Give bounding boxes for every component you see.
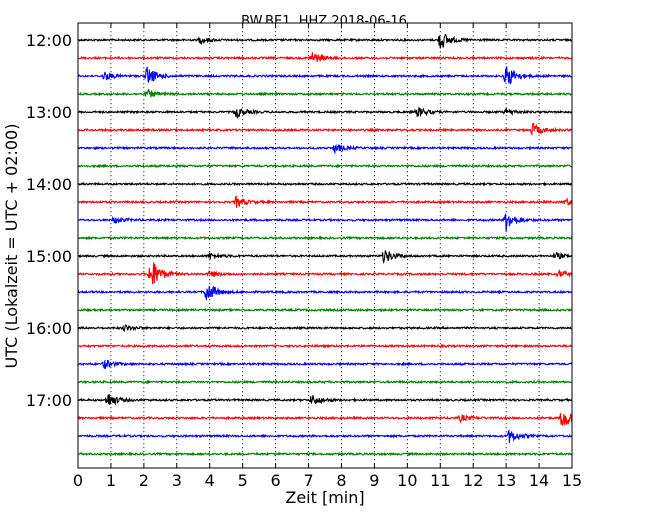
y-tick-label: 16:00: [26, 319, 72, 338]
y-axis-label: UTC (Lokalzeit = UTC + 02:00): [2, 124, 21, 369]
trace-line: [77, 52, 573, 63]
trace-line: [77, 163, 573, 169]
trace-line: [77, 262, 573, 285]
x-tick-label: 3: [172, 471, 182, 490]
trace-line: [78, 307, 573, 313]
trace-group: [77, 33, 573, 457]
x-axis-label: Zeit [min]: [285, 488, 364, 507]
y-tick-label: 17:00: [26, 391, 72, 410]
x-tick-label: 4: [205, 471, 215, 490]
trace-line: [77, 181, 573, 187]
trace-line: [77, 195, 573, 208]
trace-line: [77, 66, 573, 85]
x-tick-label: 1: [106, 471, 116, 490]
x-tick-label: 13: [496, 471, 516, 490]
y-tick-label: 13:00: [26, 103, 72, 122]
trace-line: [77, 451, 573, 457]
y-tick-label: 14:00: [26, 175, 72, 194]
trace-line: [77, 285, 573, 301]
y-tick-label: 12:00: [26, 31, 72, 50]
x-tick-label: 10: [397, 471, 417, 490]
trace-line: [77, 413, 573, 426]
trace-line: [77, 213, 573, 232]
x-tick-label: 15: [562, 471, 582, 490]
x-tick-label: 0: [73, 471, 83, 490]
trace-line: [77, 324, 573, 333]
x-tick-label: 11: [430, 471, 450, 490]
trace-line: [77, 359, 573, 370]
x-tick-label: 2: [139, 471, 149, 490]
x-axis: 0 1 2 3 4 5 6 7 8 9 10 11 12 13 14 15: [73, 23, 582, 490]
trace-line: [77, 143, 573, 155]
trace-line: [77, 379, 573, 385]
x-tick-label: 14: [529, 471, 549, 490]
x-tick-label: 6: [271, 471, 281, 490]
plot-frame: [77, 22, 573, 469]
trace-line: [77, 107, 573, 119]
trace-line: [77, 428, 573, 444]
trace-line: [77, 235, 573, 241]
trace-line: [77, 343, 573, 349]
trace-line: [77, 394, 573, 406]
plot-area: [78, 23, 572, 468]
x-tick-label: 5: [238, 471, 248, 490]
trace-line: [78, 122, 573, 136]
x-tick-label: 9: [369, 471, 379, 490]
x-tick-label: 8: [336, 471, 346, 490]
y-axis: 12:00 13:00 14:00 15:00 16:00 17:00: [26, 31, 572, 410]
y-tick-label: 15:00: [26, 247, 72, 266]
trace-line: [77, 250, 573, 265]
x-tick-label: 12: [463, 471, 483, 490]
trace-line: [77, 88, 573, 98]
trace-line: [77, 33, 573, 49]
x-tick-label: 7: [303, 471, 313, 490]
